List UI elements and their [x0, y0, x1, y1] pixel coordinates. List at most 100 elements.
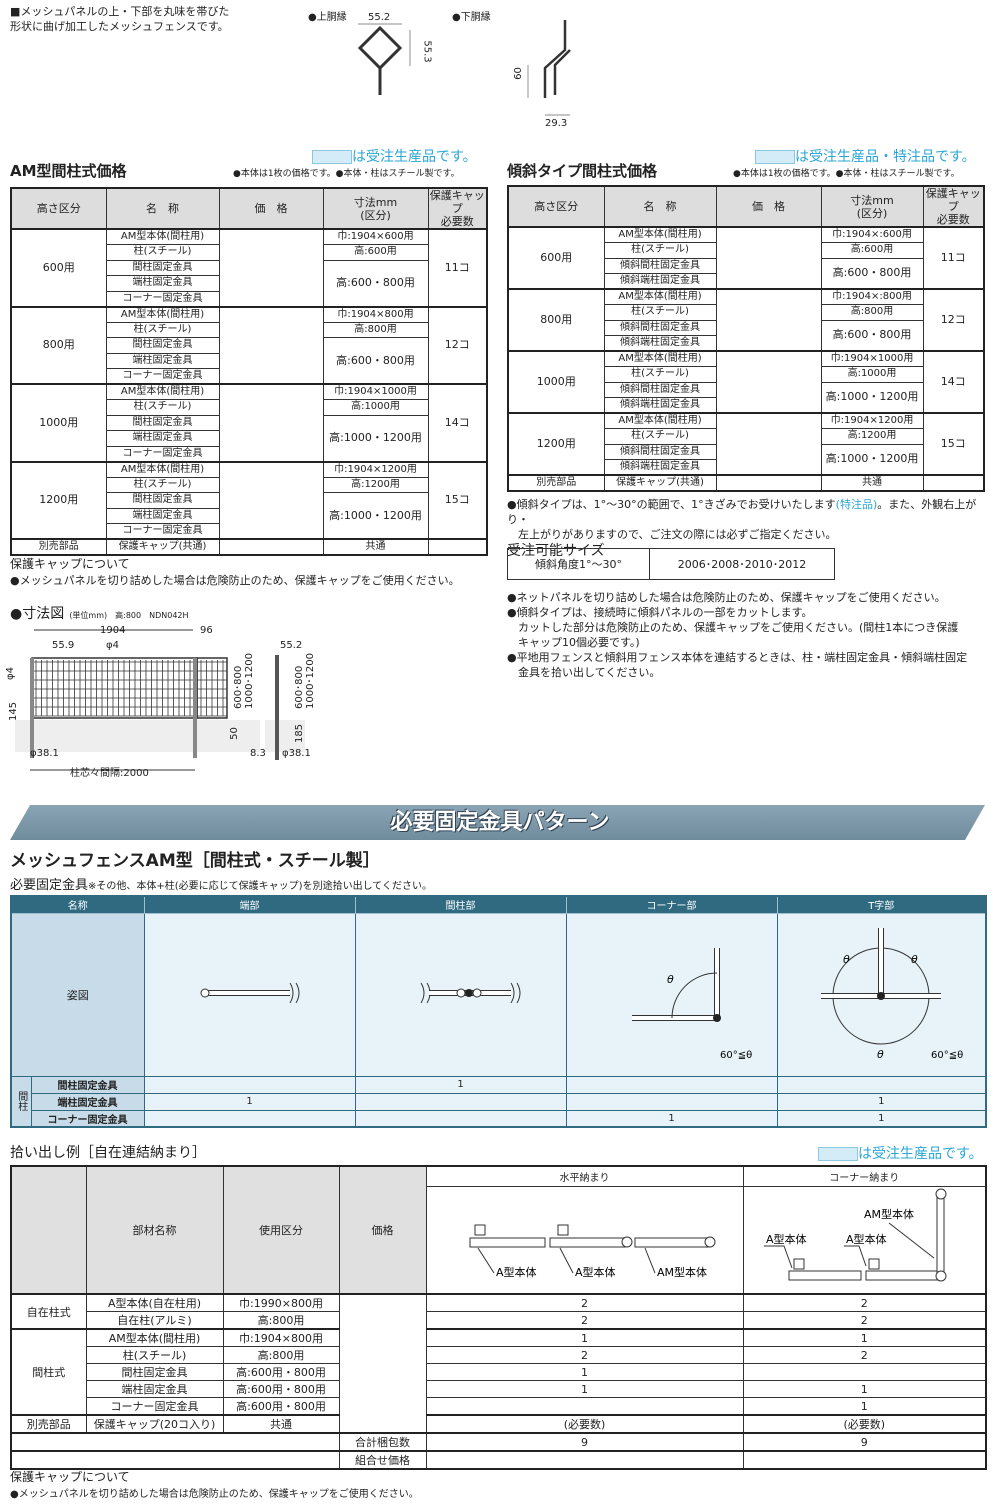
table-row: 1200用 AM型本体(間柱用) 巾:1904×1200用 15コ: [507, 412, 985, 476]
dimension-cell: 高:600用: [322, 244, 429, 261]
fixture-count: 1: [143, 1092, 356, 1111]
note-text: ●ネットパネルを切り詰めした場合は危険防止のため、保護キャップをご使用ください。: [507, 591, 946, 604]
fixture-name: 端柱固定金具: [30, 1092, 145, 1111]
legend-text: は受注生産品です。: [858, 1146, 983, 1162]
legend-swatch: [755, 149, 795, 164]
height-category: 800用: [507, 288, 605, 352]
figure-row: 姿図 θ 60°≦θ θ θ θ 60°≦θ: [10, 912, 987, 1077]
fixture-count: 1: [776, 1092, 987, 1111]
usage-category: 高:600用・800用: [222, 1397, 340, 1416]
table-row: 600用 AM型本体(間柱用) 巾:1904×:600用 11コ: [507, 226, 985, 290]
diagram-label: AM型本体: [657, 1265, 707, 1279]
diagram-label: A型本体: [575, 1265, 616, 1279]
height-category: 600用: [507, 226, 605, 290]
corner-header: [10, 1165, 87, 1295]
dimension-cell: 高:1200用: [820, 428, 924, 445]
legend-swatch: [312, 149, 352, 164]
dimension-cell: 高:1000・1200用: [820, 443, 924, 476]
horizontal-count: 1: [425, 1328, 744, 1347]
left-table-title: AM型間柱式価格: [10, 162, 127, 180]
corner-count: 1: [742, 1328, 987, 1347]
price-cell: [218, 460, 324, 540]
height-category: 1000用: [10, 383, 107, 462]
price-cell: [715, 412, 822, 476]
header-row: 部材名称 使用区分 価格 水平納まり コーナー納まり: [10, 1165, 987, 1295]
item-name: 柱(スチール): [603, 428, 717, 445]
usage-category: 高:600用・800用: [222, 1363, 340, 1381]
table-row: 間柱固定金具 高:1000・1200用: [11, 492, 487, 540]
end-figure-drawing: [200, 982, 299, 1004]
dim-pitch: 55.9: [52, 640, 75, 651]
item-name: コーナー固定金具: [105, 445, 220, 462]
dim-span: 柱芯々間隔:2000: [70, 768, 149, 779]
group-label: 自在柱式: [10, 1293, 87, 1330]
dim-width: 1904: [100, 625, 126, 636]
group-label: 間柱: [10, 1075, 32, 1128]
dim-50: 50: [228, 727, 240, 740]
height-category: 800用: [10, 305, 107, 385]
extra-parts-label: 別売部品: [10, 538, 107, 556]
dim-label: 55.2: [368, 12, 391, 23]
slope-notes-2: ●ネットパネルを切り詰めした場合は危険防止のため、保護キャップをご使用ください。…: [507, 590, 967, 680]
dim-145: 145: [8, 701, 20, 722]
horizontal-count: (必要数): [425, 1414, 744, 1434]
item-name: 柱(スチール): [603, 304, 717, 321]
usage-category: 巾:1904×800用: [222, 1328, 340, 1347]
dim-range: 1000･1200: [243, 653, 255, 709]
fence-dimension-drawing: [15, 629, 305, 771]
dimension-unit: (単位mm) 高:800 NDN042H: [69, 611, 189, 620]
pattern-row: 端柱固定金具 1 1: [11, 1092, 987, 1111]
column-header: T字部: [776, 895, 987, 914]
note-1: ●傾斜タイプは、1°～30°の範囲で、1°きざみでお受けいたします(特注品)。ま…: [507, 497, 987, 527]
fixture-name: 間柱固定金具: [30, 1075, 145, 1094]
end-figure: [143, 912, 356, 1077]
table-row: 800用 AM型本体(間柱用) 巾:1904×:800用 12コ: [507, 288, 985, 352]
combo-price: [425, 1450, 744, 1470]
item-name: 柱(スチール): [105, 476, 220, 493]
intermediate-figure: [354, 912, 567, 1077]
part-name: A型本体(自在柱用): [85, 1293, 224, 1312]
table-row: コーナー固定金具 高:600用・800用 1: [11, 1397, 987, 1416]
header-row: 高さ区分名 称価 格寸法mm (区分) 保護キャップ 必要数: [507, 185, 985, 228]
dimension-cell: 高:1200用: [322, 476, 429, 493]
header-row: 高さ区分名 称価 格寸法mm (区分) 保護キャップ 必要数: [10, 187, 488, 230]
corner-layout-diagram: A型本体 A型本体 AM型本体: [742, 1185, 987, 1295]
horizontal-count: 2: [425, 1293, 744, 1312]
column-header: 間柱部: [354, 895, 567, 914]
dimension-cell: 巾:1904×1000用: [820, 350, 924, 367]
blank: [10, 1432, 340, 1452]
svg-text:60°≦θ: 60°≦θ: [931, 1050, 963, 1061]
size-table: 傾斜角度1°～30° 2006･2008･2010･2012: [507, 548, 835, 580]
slope-notes: ●傾斜タイプは、1°～30°の範囲で、1°きざみでお受けいたします(特注品)。ま…: [507, 497, 987, 559]
pattern-row: コーナー固定金具 1 1: [11, 1109, 987, 1128]
total-row: 合計梱包数 9 9: [10, 1432, 987, 1452]
dimension-cell: 巾:1904×1200用: [820, 412, 924, 429]
cap-count: 11コ: [922, 226, 985, 290]
dimension-cell: 共通: [322, 538, 429, 556]
price-cell: [218, 538, 324, 556]
note-text: カットした部分は危険防止のため、保護キャップをご使用ください。(間柱1本につき保…: [518, 621, 959, 634]
fixture-count: [143, 1075, 356, 1094]
part-name: 柱(スチール): [85, 1346, 224, 1364]
dimension-cell: 共通: [820, 474, 924, 492]
item-name: 柱(スチール): [603, 242, 717, 259]
table-row: 1000用 AM型本体(間柱用) 巾:1904×1000用 14コ: [10, 383, 488, 462]
dimension-cell: 巾:1904×1200用: [322, 460, 429, 478]
table-row: 傾斜間柱固定金具 高:1000・1200用: [508, 443, 984, 476]
special-order-text: (特注品): [835, 498, 878, 511]
item-name: AM型本体(間柱用): [105, 305, 220, 323]
diagram-label: A型本体: [766, 1232, 807, 1246]
column-header: 部材名称: [85, 1165, 224, 1295]
lower-rail-label: ●下胴縁: [452, 12, 491, 23]
dimension-cell: 高:600・800用: [322, 337, 429, 385]
table-row: 別売部品 保護キャップ(共通) 共通: [507, 474, 985, 492]
price-cell: [715, 350, 822, 414]
item-name: 端柱固定金具: [105, 430, 220, 447]
item-name: 柱(スチール): [105, 399, 220, 416]
dim-side-post: φ38.1: [282, 748, 311, 759]
horizontal-layout-diagram: A型本体 A型本体 AM型本体: [425, 1185, 744, 1295]
cap-note-text: ●メッシュパネルを切り詰めした場合は危険防止のため、保護キャップをご使用ください…: [10, 574, 460, 587]
note-text: 。また、外観右上がり・: [507, 498, 977, 526]
fixture-name: コーナー固定金具: [30, 1109, 145, 1128]
table-row: 別売部品 保護キャップ(共通) 共通: [10, 538, 488, 556]
